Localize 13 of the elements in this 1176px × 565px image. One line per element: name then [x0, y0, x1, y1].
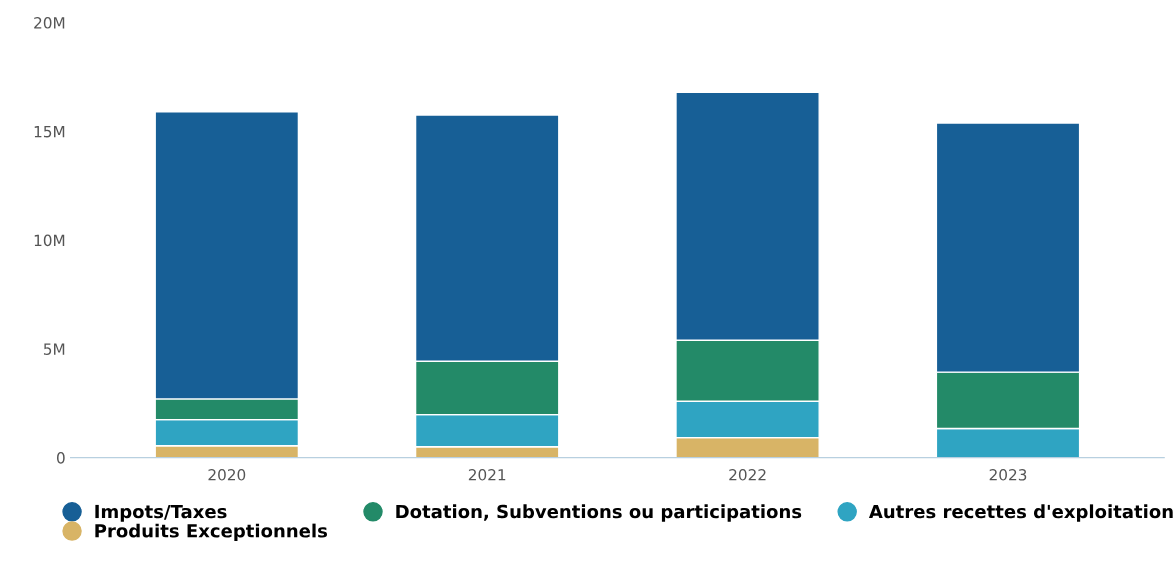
- legend-label: Impots/Taxes: [95, 504, 227, 522]
- y-tick-label: 20M: [34, 17, 65, 29]
- legend-label: Autres recettes d'exploitation: [868, 504, 1173, 522]
- y-tick-label: 10M: [34, 234, 65, 247]
- y-tick-label: 15M: [34, 126, 65, 138]
- y-tick-label: 5M: [43, 343, 65, 355]
- x-tick-label: 2020: [208, 469, 246, 481]
- legend-label: Produits Exceptionnels: [95, 523, 328, 542]
- x-tick-label: 2023: [989, 469, 1027, 481]
- y-tick-label: 0: [56, 452, 65, 464]
- legend-label: Dotation, Subventions ou participations: [396, 504, 802, 522]
- x-tick-label: 2022: [729, 469, 766, 481]
- x-tick-label: 2021: [468, 469, 506, 481]
